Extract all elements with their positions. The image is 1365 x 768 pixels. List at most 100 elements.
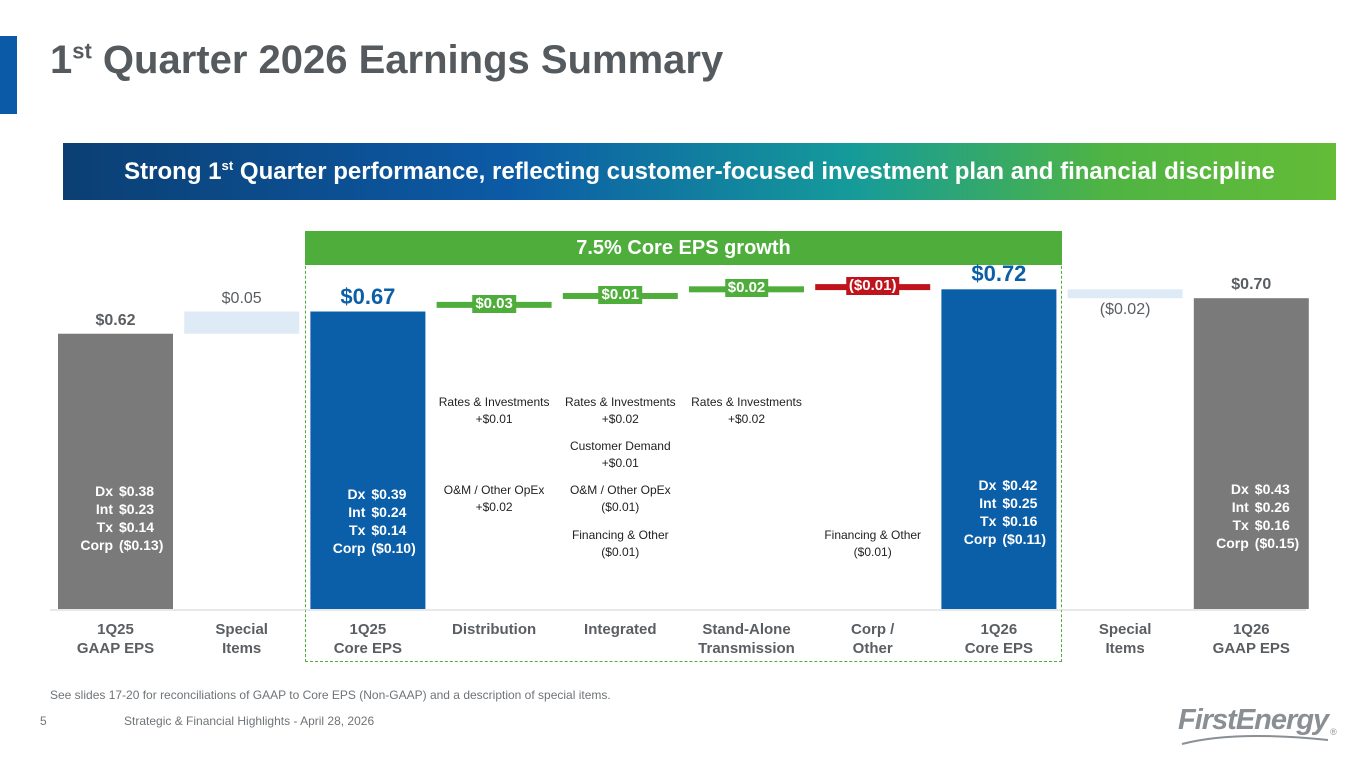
driver-value: +$0.01 [475,412,513,426]
driver-value: +$0.02 [475,500,513,514]
segment-value: $0.42 [1002,477,1038,493]
segment-name: Dx [95,483,113,499]
driver-rates-investments-3: Rates & Investments +$0.01 [429,394,559,428]
driver-value: ($0.01) [853,545,892,559]
footnote: See slides 17-20 for reconciliations of … [50,688,611,702]
driver-rates-investments-4: Rates & Investments +$0.02 [555,394,685,428]
bar-1q26-gaap-eps-9 [1193,298,1309,609]
category-label-line: 1Q26 [980,621,1018,638]
segment-row: Dx $0.38 [68,482,163,500]
segment-row: Corp ($0.11) [951,530,1046,548]
segment-breakdown-1q26-gaap-eps-9: Dx $0.43 Int $0.26 Tx $0.16 Corp ($0.15) [1204,480,1299,552]
driver-name: Customer Demand [569,439,671,453]
segment-value: ($0.11) [1002,531,1046,547]
page-title: 1st Quarter 2026 Earnings Summary [50,38,724,82]
driver-name: O&M / Other OpEx [569,483,671,497]
value-label-special-items-1: $0.05 [221,289,262,307]
segment-row: Dx $0.39 [320,485,415,503]
driver-customer-demand-4: Customer Demand +$0.01 [555,438,685,472]
segment-name: Tx [980,513,997,529]
segment-value: $0.14 [371,522,407,538]
segment-breakdown-1q26-core-eps-7: Dx $0.42 Int $0.25 Tx $0.16 Corp ($0.11) [951,476,1046,548]
segment-value: $0.16 [1002,513,1038,529]
segment-name: Tx [1232,517,1249,533]
segment-value: ($0.15) [1254,535,1300,551]
segment-value: $0.25 [1002,495,1038,511]
category-label-line: Core EPS [333,640,403,657]
driver-rates-investments-5: Rates & Investments +$0.02 [682,394,812,428]
category-label-line: Distribution [452,621,537,638]
growth-bracket [305,231,1062,662]
bar-special-items-8 [1067,289,1183,299]
category-label-line: Items [1105,640,1145,657]
category-label-special-items-8: Special Items [1065,620,1185,658]
segment-value: $0.26 [1254,499,1290,515]
driver-financing-other-4: Financing & Other ($0.01) [555,527,685,561]
category-label-line: 1Q25 [349,621,387,638]
driver-name: O&M / Other OpEx [443,483,545,497]
value-label-1q25-gaap-eps-0: $0.62 [95,311,136,329]
bar-1q25-core-eps-2 [310,311,426,609]
segment-breakdown-1q25-gaap-eps-0: Dx $0.38 Int $0.23 Tx $0.14 Corp ($0.13) [68,482,163,554]
driver-name: Rates & Investments [691,395,802,409]
value-label-corp-other-6: ($0.01) [845,277,900,296]
segment-row: Corp ($0.13) [68,536,163,554]
segment-name: Corp [963,531,997,547]
segment-name: Corp [1216,535,1249,551]
driver-name: Financing & Other [824,528,922,542]
segment-name: Corp [332,540,366,556]
segment-name: Dx [978,477,997,493]
value-label-1q26-core-eps-7: $0.72 [971,261,1027,287]
segment-row: Tx $0.14 [320,521,415,539]
value-label-1q25-core-eps-2: $0.67 [340,283,396,309]
driver-name: Rates & Investments [564,395,676,409]
category-label-line: Special [215,621,268,638]
segment-row: Corp ($0.10) [320,539,416,557]
segment-name: Int [348,504,366,520]
segment-row: Corp ($0.15) [1204,534,1299,552]
driver-o-m-other-opex-4: O&M / Other OpEx ($0.01) [555,482,685,516]
category-label-line: Items [222,640,262,657]
core-eps-growth-label: 7.5% Core EPS growth [305,231,1062,265]
category-label-1q26-core-eps-7: 1Q26 Core EPS [939,620,1059,658]
segment-value: $0.16 [1254,517,1290,533]
bar-special-items-1 [184,311,300,334]
segment-value: $0.38 [119,483,155,499]
firstenergy-logo: FirstEnergy ® [1178,704,1337,737]
segment-value: $0.24 [371,504,407,520]
category-label-line: Corp / [851,621,895,638]
category-label-line: Special [1098,621,1152,638]
segment-row: Int $0.24 [320,503,415,521]
segment-value: $0.14 [119,519,155,535]
category-label-special-items-1: Special Items [182,620,302,658]
logo-swoosh-icon [1181,734,1329,745]
segment-name: Int [1231,499,1249,515]
title-accent-bar [0,36,17,114]
segment-row: Dx $0.43 [1204,480,1299,498]
segment-value: ($0.13) [119,537,164,553]
category-label-integrated-4: Integrated [560,620,680,639]
category-label-line: GAAP EPS [76,640,155,657]
value-label-1q26-gaap-eps-9: $0.70 [1231,276,1272,294]
footer-text: Strategic & Financial Highlights - April… [124,714,375,728]
segment-row: Tx $0.16 [951,512,1046,530]
category-label-line: Transmission [698,640,795,657]
segment-name: Int [979,495,997,511]
category-label-line: Stand-Alone [702,621,791,638]
segment-value: $0.43 [1254,481,1290,497]
segment-name: Dx [347,486,366,502]
segment-value: $0.39 [371,486,407,502]
driver-o-m-other-opex-3: O&M / Other OpEx +$0.02 [429,482,559,516]
driver-value: ($0.01) [601,500,640,514]
segment-name: Corp [80,537,113,553]
segment-name: Tx [96,519,113,535]
segment-value: $0.23 [119,501,155,517]
segment-row: Tx $0.16 [1204,516,1299,534]
segment-name: Dx [1230,481,1249,497]
category-label-corp-other-6: Corp / Other [813,620,933,658]
segment-value: ($0.10) [371,540,416,556]
driver-financing-other-6: Financing & Other ($0.01) [808,527,938,561]
value-label-distribution-3: $0.03 [472,294,516,313]
category-label-line: GAAP EPS [1212,640,1290,657]
